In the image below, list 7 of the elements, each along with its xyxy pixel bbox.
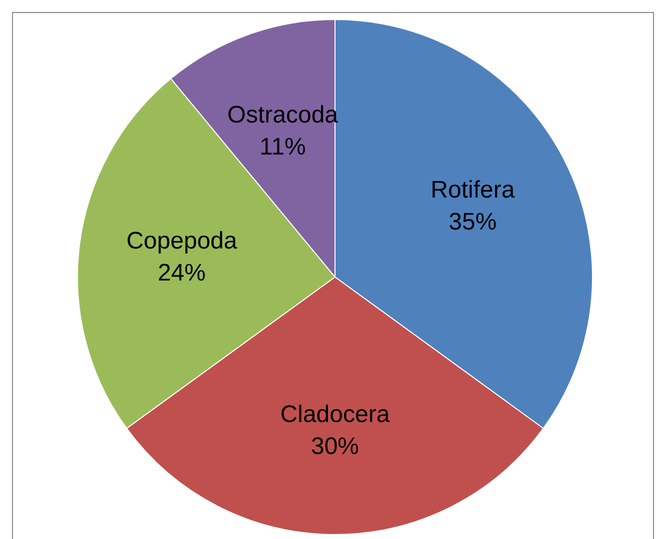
slice-label: Rotifera bbox=[430, 176, 516, 204]
data-label: 11% bbox=[260, 133, 306, 160]
data-label: 30% bbox=[310, 433, 360, 460]
slice-label: Copepoda bbox=[126, 227, 238, 254]
data-label: 24% bbox=[158, 259, 206, 286]
slice-label: Cladocera bbox=[280, 401, 390, 428]
data-label: 35% bbox=[448, 208, 497, 236]
